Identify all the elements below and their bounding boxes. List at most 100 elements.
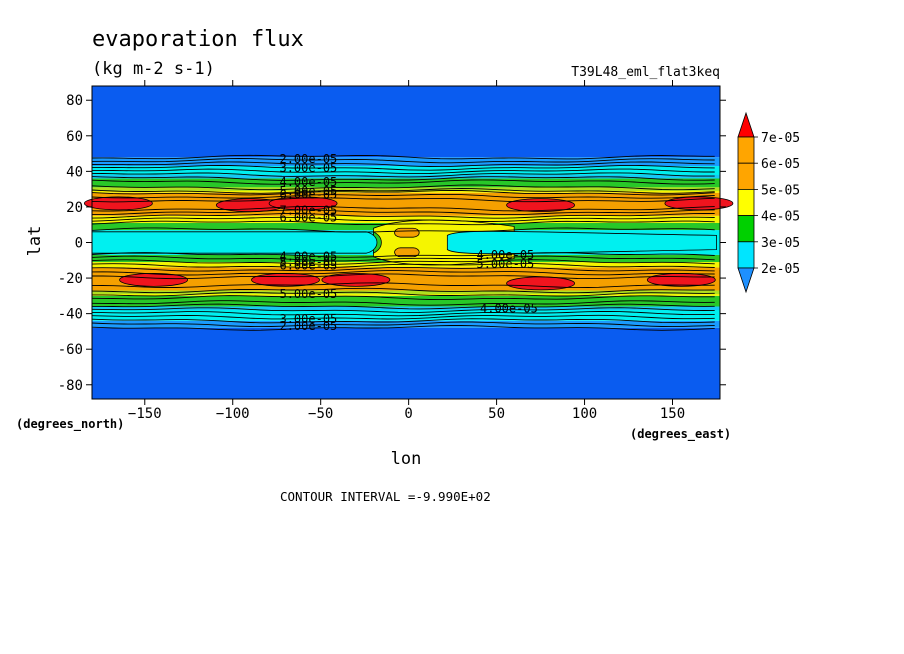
contour-label-0: 2.00e-05 [279, 152, 337, 166]
contour-line-21 [91, 259, 715, 265]
contour-labels: 2.00e-053.00e-054.00e-055.00e-056.00e-05… [279, 152, 537, 333]
maximum-patch-5 [119, 272, 188, 287]
x-tick-label-2: −50 [308, 406, 333, 422]
band-transition-0 [92, 187, 720, 191]
contour-label-4: 6.00e-05 [279, 187, 337, 201]
contour-line-8 [91, 184, 715, 191]
contour-label-11: 3.00e-05 [279, 312, 337, 326]
contour-line-0 [91, 154, 715, 160]
contour-line-7 [91, 179, 715, 185]
contour-line-16 [91, 216, 715, 222]
contour-label-12: 2.00e-05 [279, 319, 337, 333]
contour-line-11 [91, 193, 715, 199]
contour-label-2: 4.00e-05 [279, 175, 337, 189]
contour-line-23 [91, 266, 715, 272]
band-16 [92, 86, 720, 158]
x-axis: −150 −100 −50 0 50 100 150 [128, 80, 685, 422]
contour-label-10: 5.00e-05 [279, 287, 337, 301]
contour-line-28 [92, 291, 715, 297]
contour-label-1: 3.00e-05 [279, 161, 337, 175]
contour-line-5 [91, 172, 715, 178]
colorbar-label-0: 7e-05 [761, 131, 800, 146]
band-3 [92, 295, 720, 307]
contour-line-22 [91, 263, 715, 269]
colorbar-label-3: 4e-05 [761, 210, 800, 225]
y-tick-label-2: 40 [66, 164, 83, 180]
contour-line-12 [91, 197, 715, 203]
contour-label-3: 5.00e-05 [279, 184, 337, 198]
y-tick-label-0: 80 [66, 93, 83, 109]
contour-line-3 [92, 164, 715, 171]
contour-line-35 [91, 318, 715, 324]
contour-line-26 [91, 282, 715, 289]
x-axis-label: lon [391, 449, 422, 469]
band-0 [92, 327, 720, 399]
colorbar-segment-1 [737, 162, 755, 190]
contour-line-30 [91, 300, 715, 306]
contour-line-29 [91, 295, 715, 301]
x-tick-label-3: 0 [404, 406, 412, 422]
contour-interval: CONTOUR INTERVAL =-9.990E+02 [280, 489, 491, 504]
x-unit-label: (degrees_east) [630, 427, 731, 442]
y-axis: 80 60 40 20 0 -20 -40 -60 -80 [58, 93, 726, 394]
contour-line-15 [91, 212, 715, 219]
y-tick-label-4: 0 [75, 236, 83, 252]
y-tick-label-3: 20 [66, 200, 83, 216]
contour-line-34 [91, 314, 715, 320]
x-tick-label-1: −100 [216, 406, 250, 422]
contour-line-9 [91, 188, 715, 194]
contour-label-13: 4.00e-05 [476, 248, 534, 262]
colorbar-segment-4 [737, 241, 755, 269]
contour-line-6 [91, 176, 715, 181]
colorbar: 7e-05 6e-05 5e-05 4e-05 3e-05 2e-05 [737, 111, 800, 294]
colorbar-arrow-top [737, 111, 755, 138]
y-tick-label-7: -60 [58, 342, 83, 358]
contour-lines [91, 154, 715, 331]
contour-line-17 [91, 220, 715, 226]
contour-label-15: 4.00e-05 [480, 301, 538, 315]
maximum-patch-0 [83, 196, 153, 211]
equatorial-orange-north [394, 227, 420, 238]
contour-line-18 [91, 227, 715, 233]
contour-label-14: 5.00e-05 [476, 257, 534, 271]
colorbar-label-1: 6e-05 [761, 157, 800, 172]
maximum-patch-9 [646, 272, 716, 287]
contour-line-31 [92, 303, 715, 310]
equatorial-orange-south [394, 247, 420, 258]
contour-label-7: 4.00e-05 [279, 250, 337, 264]
contour-line-25 [92, 273, 715, 280]
y-tick-label-8: -80 [58, 378, 83, 394]
y-tick-label-6: -40 [58, 307, 83, 323]
x-tick-label-0: −150 [128, 406, 162, 422]
colorbar-label-5: 2e-05 [761, 262, 800, 277]
x-tick-label-6: 150 [660, 406, 685, 422]
band-10 [92, 215, 720, 223]
contour-line-20 [91, 255, 715, 262]
maximum-patch-8 [506, 276, 575, 291]
plot-area: 2.00e-053.00e-054.00e-055.00e-056.00e-05… [83, 85, 734, 400]
band-transition-1 [92, 290, 720, 295]
contour-line-19 [91, 252, 715, 258]
contour-label-5: 7.00e-05 [279, 203, 337, 217]
chart-units: (kg m-2 s-1) [92, 59, 215, 79]
contour-label-9: 6.00e-05 [279, 259, 337, 273]
contour-line-2 [91, 161, 715, 168]
contour-line-24 [91, 270, 715, 276]
chart-title: evaporation flux [92, 27, 304, 52]
y-tick-label-1: 60 [66, 129, 83, 145]
colorbar-label-2: 5e-05 [761, 183, 800, 198]
colorbar-segment-3 [737, 215, 755, 243]
colorbar-arrow-bottom [737, 267, 755, 294]
colorbar-segment-0 [737, 136, 755, 164]
contour-line-4 [92, 168, 715, 175]
x-tick-label-5: 100 [572, 406, 597, 422]
contour-line-32 [91, 307, 715, 313]
contour-label-6: 6.00e-05 [279, 211, 337, 225]
contour-line-36 [91, 321, 715, 328]
contour-line-14 [92, 209, 715, 216]
colorbar-segment-2 [737, 188, 755, 216]
contour-line-10 [91, 190, 715, 196]
y-tick-label-5: -20 [58, 271, 83, 287]
contour-line-37 [91, 325, 715, 331]
